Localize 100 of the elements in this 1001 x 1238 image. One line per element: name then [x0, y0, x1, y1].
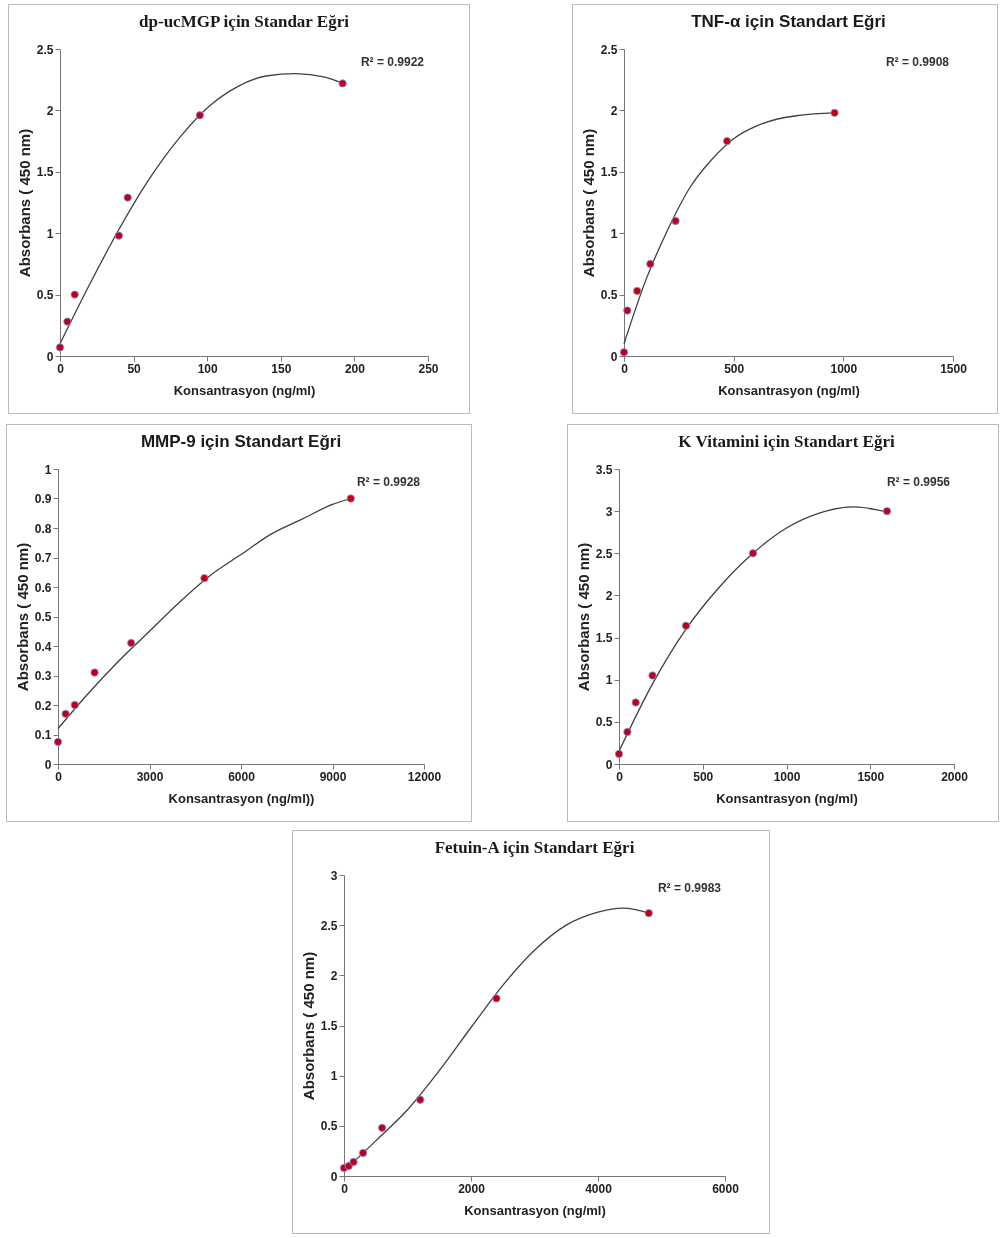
point: [90, 668, 99, 677]
y-tick-label: 1: [46, 226, 54, 241]
chart-title: K Vitamini için Standart Eğri: [678, 432, 895, 451]
x-tick-label: 1000: [830, 361, 858, 376]
y-tick-label: 0: [610, 349, 618, 364]
chart-title: MMP-9 için Standart Eğri: [140, 432, 342, 451]
x-tick-label: 9000: [319, 769, 347, 784]
y-tick-label: 2.5: [36, 42, 54, 57]
y-tick-label: 2.5: [320, 918, 338, 933]
point: [681, 621, 691, 630]
x-tick-label: 500: [724, 361, 745, 376]
chart-title: TNF-α için Standart Eğri: [691, 12, 886, 31]
y-axis-title: Absorbans ( 450 nm): [299, 951, 317, 1101]
y-tick-label: 2.5: [600, 42, 618, 57]
point: [123, 193, 132, 202]
point: [633, 286, 642, 296]
y-tick-label: 2: [605, 588, 613, 603]
x-tick-label: 2000: [941, 769, 969, 784]
y-axis-title: Absorbans ( 450 nm): [13, 542, 31, 692]
x-axis-title: Konsantrasyon (ng/ml): [718, 382, 860, 398]
x-tick-label: 200: [344, 361, 366, 376]
y-tick-label: 0.5: [36, 288, 54, 303]
y-tick-label: 3.5: [595, 462, 613, 477]
point: [195, 111, 204, 120]
y-tick-label: 0.2: [34, 698, 52, 713]
x-axis-title: Konsantrasyon (ng/ml): [716, 790, 858, 806]
y-tick-label: 1.5: [595, 631, 613, 646]
point: [358, 1148, 368, 1158]
point: [614, 749, 624, 758]
point: [53, 737, 63, 746]
y-tick-label: 0: [46, 349, 54, 364]
point: [748, 549, 758, 558]
y-tick-label: 2.5: [595, 546, 613, 561]
y-tick-label: 2: [46, 103, 54, 118]
point: [70, 700, 79, 710]
annotation: R² = 0.9908: [885, 55, 950, 69]
y-tick-label: 0.6: [34, 580, 52, 595]
y-tick-label: 1: [330, 1069, 338, 1084]
y-tick-label: 0.8: [34, 521, 52, 536]
point: [882, 507, 892, 516]
x-axis-title: Konsantrasyon (ng/ml): [464, 1202, 606, 1218]
point: [830, 108, 839, 117]
point: [671, 216, 680, 226]
x-tick-label: 250: [418, 361, 439, 376]
x-tick-label: 0: [621, 361, 629, 376]
x-tick-label: 500: [693, 769, 714, 784]
y-tick-label: 0.5: [595, 715, 613, 730]
point: [346, 494, 355, 503]
point: [63, 317, 72, 326]
y-tick-label: 0: [44, 757, 52, 772]
x-tick-label: 0: [341, 1181, 349, 1196]
annotation: R² = 0.9922: [360, 55, 425, 69]
point: [644, 909, 653, 918]
y-tick-label: 0.5: [34, 610, 52, 624]
x-tick-label: 0: [57, 361, 65, 376]
point: [70, 290, 79, 299]
x-tick-label: 12000: [407, 769, 442, 784]
chart-title: Fetuin-A için Standart Eğri: [434, 838, 635, 857]
y-tick-label: 2: [330, 968, 338, 983]
y-tick-label: 1: [44, 462, 52, 477]
point: [623, 306, 632, 315]
y-tick-label: 1.5: [320, 1019, 338, 1033]
x-tick-label: 1500: [857, 769, 885, 784]
y-tick-label: 1: [610, 226, 618, 241]
y-tick-label: 2: [610, 103, 618, 118]
y-tick-label: 0.4: [34, 639, 52, 654]
y-tick-label: 3: [330, 868, 338, 883]
x-tick-label: 100: [197, 361, 219, 376]
y-tick-label: 1: [605, 673, 613, 688]
y-tick-label: 0.5: [320, 1119, 338, 1134]
x-tick-label: 150: [271, 361, 292, 376]
point: [114, 231, 123, 240]
point: [631, 698, 640, 707]
point: [492, 994, 501, 1003]
point: [61, 709, 70, 718]
x-tick-label: 50: [127, 361, 142, 376]
point: [55, 343, 65, 352]
y-tick-label: 1.5: [600, 165, 618, 180]
point: [349, 1157, 358, 1167]
x-tick-label: 4000: [585, 1181, 613, 1196]
x-tick-label: 1500: [940, 361, 968, 376]
annotation: R² = 0.9928: [356, 475, 421, 489]
x-axis-title: Konsantrasyon (ng/ml)): [168, 790, 315, 806]
y-axis-title: Absorbans ( 450 nm): [574, 542, 592, 692]
point: [722, 137, 732, 146]
y-axis-title: Absorbans ( 450 nm): [15, 128, 33, 278]
x-tick-label: 6000: [712, 1181, 740, 1196]
point: [338, 79, 347, 88]
x-axis-title: Konsantrasyon (ng/ml): [173, 382, 316, 398]
x-tick-label: 6000: [228, 769, 256, 784]
y-tick-label: 0.7: [34, 551, 52, 565]
y-tick-label: 0.1: [34, 728, 52, 742]
annotation: R² = 0.9983: [657, 881, 722, 895]
y-tick-label: 0.9: [34, 492, 52, 506]
point: [377, 1123, 387, 1132]
point: [416, 1095, 425, 1104]
y-tick-label: 0.3: [34, 669, 52, 683]
point: [623, 727, 632, 737]
y-tick-label: 0.5: [600, 288, 618, 303]
x-tick-label: 3000: [136, 769, 164, 784]
